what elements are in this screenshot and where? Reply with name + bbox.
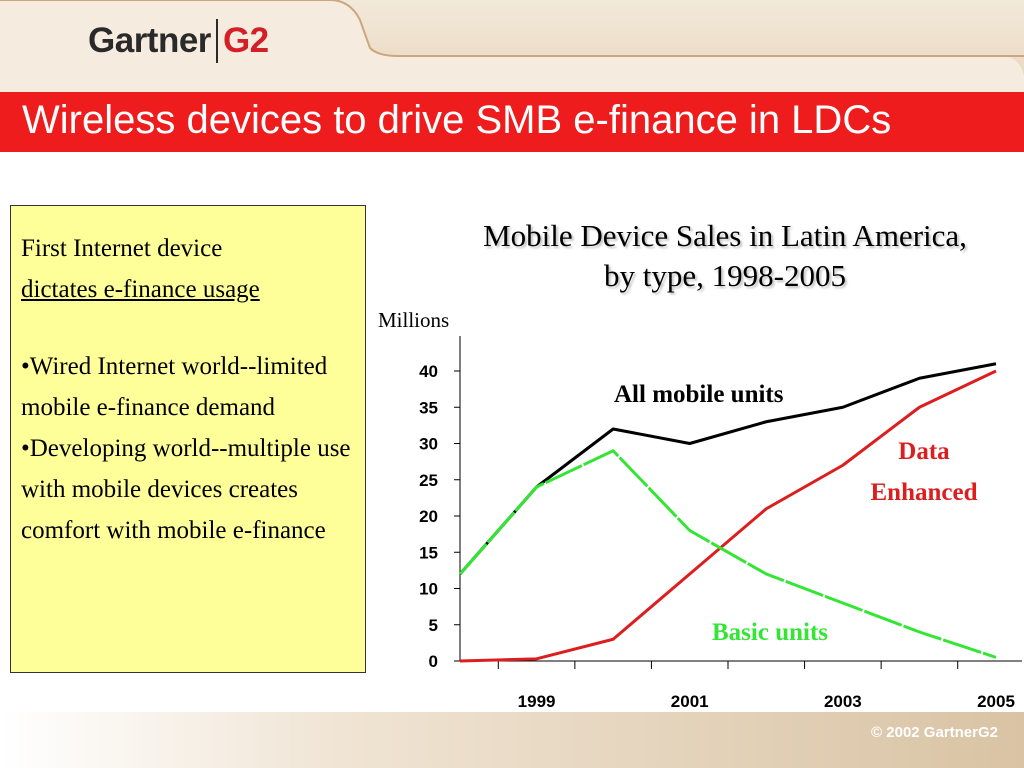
gartner-g2-logo: Gartner G2	[88, 14, 269, 68]
header-tab-shape	[0, 0, 1024, 92]
y-tick-label: 10	[419, 580, 438, 599]
y-tick-label: 0	[429, 652, 438, 671]
title-bar	[0, 92, 1024, 152]
y-tick-label: 15	[419, 543, 438, 562]
y-tick-label: 20	[419, 507, 438, 526]
note-box: First Internet device dictates e-finance…	[10, 205, 366, 673]
y-tick-label: 5	[429, 616, 438, 635]
slide-title: Wireless devices to drive SMB e-finance …	[22, 98, 892, 142]
logo-divider	[215, 19, 218, 63]
y-tick-label: 35	[419, 398, 438, 417]
series-label-data-enhanced-line2: Enhanced	[871, 479, 978, 506]
y-tick-label: 30	[419, 435, 438, 454]
series-line-all-mobile-units	[458, 362, 997, 575]
y-tick-label: 25	[419, 471, 438, 490]
y-axis-unit-label: Millions	[378, 308, 450, 332]
note-bullet-1: •Wired Internet world--limited mobile e-…	[21, 353, 328, 421]
series-line-data-enhanced	[459, 369, 997, 663]
note-heading-line1: First Internet device	[21, 235, 223, 262]
chart-title: Mobile Device Sales in Latin America, by…	[483, 218, 967, 293]
x-tick-label: 2001	[671, 692, 709, 711]
x-tick-label: 2005	[977, 692, 1015, 711]
x-tick-label: 1999	[518, 692, 556, 711]
logo-g2-mark: G2	[222, 21, 269, 60]
note-bullet-2: •Developing world--multiple use with mob…	[21, 435, 351, 544]
series-label-basic-units: Basic units	[712, 619, 828, 646]
x-tick-label: 2003	[824, 692, 862, 711]
note-heading-line2: dictates e-finance usage	[21, 276, 260, 303]
series-label-all-mobile-units: All mobile units	[614, 381, 784, 408]
footer-band	[0, 712, 1024, 768]
y-tick-label: 40	[419, 362, 438, 381]
logo-wordmark: Gartner	[88, 21, 211, 60]
series-label-data-enhanced-line1: Data	[898, 438, 950, 465]
copyright-text: © 2002 GartnerG2	[871, 724, 998, 741]
series-line-basic-units	[458, 449, 997, 659]
